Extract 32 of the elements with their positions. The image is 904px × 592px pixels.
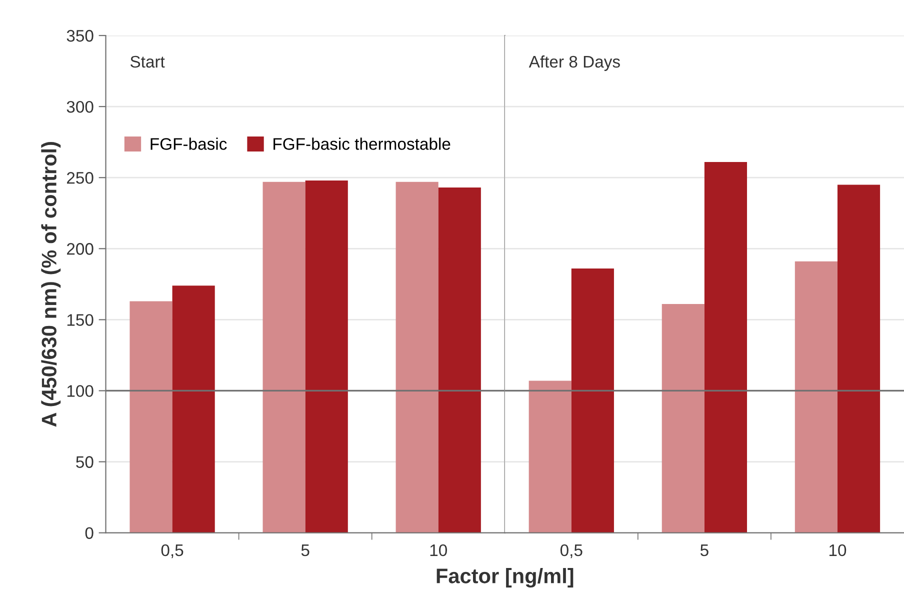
- legend-label: FGF-basic: [150, 138, 227, 150]
- x-tick-label: 0,5: [161, 544, 184, 558]
- y-tick-label: 100: [67, 385, 94, 397]
- x-tick-label: 5: [700, 544, 708, 556]
- y-tick-label: 50: [76, 456, 94, 468]
- bar: [396, 182, 438, 533]
- y-tick-label: 150: [67, 314, 94, 326]
- bar: [438, 188, 481, 533]
- x-axis-title: Factor [ng/ml]: [436, 568, 574, 588]
- y-tick-label: 200: [66, 243, 94, 255]
- bar: [704, 162, 748, 533]
- annotation: Start: [130, 56, 165, 68]
- bar: [262, 182, 306, 533]
- y-axis-title: A (450/630 nm) (% of control): [41, 142, 61, 427]
- x-tick-label: 10: [829, 544, 846, 556]
- bar: [130, 301, 172, 533]
- x-tick-label: 5: [301, 544, 310, 556]
- bar: [837, 184, 880, 533]
- bar: [571, 268, 614, 533]
- y-tick-label: 250: [66, 172, 94, 184]
- bar: [794, 261, 838, 533]
- x-tick-label: 10: [430, 544, 447, 556]
- bar: [528, 380, 572, 533]
- annotation: After 8 Days: [528, 55, 620, 71]
- y-tick-label: 350: [66, 30, 94, 42]
- bar: [662, 304, 704, 533]
- bar: [305, 180, 348, 533]
- legend-label: FGF-basic thermostable: [274, 138, 450, 150]
- y-tick-label: 0: [85, 527, 94, 540]
- x-tick-label: 0,5: [560, 544, 582, 558]
- bar: [172, 286, 215, 533]
- y-tick-label: 300: [66, 100, 94, 113]
